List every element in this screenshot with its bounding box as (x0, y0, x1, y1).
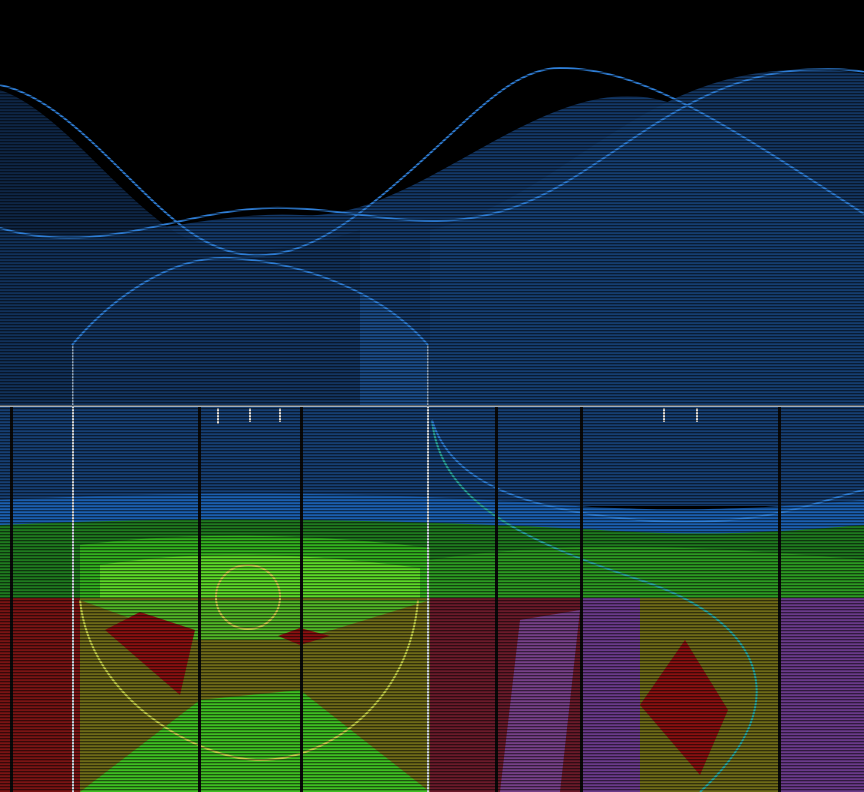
scanline-scene (0, 0, 864, 792)
scanline-overlay (0, 0, 864, 792)
